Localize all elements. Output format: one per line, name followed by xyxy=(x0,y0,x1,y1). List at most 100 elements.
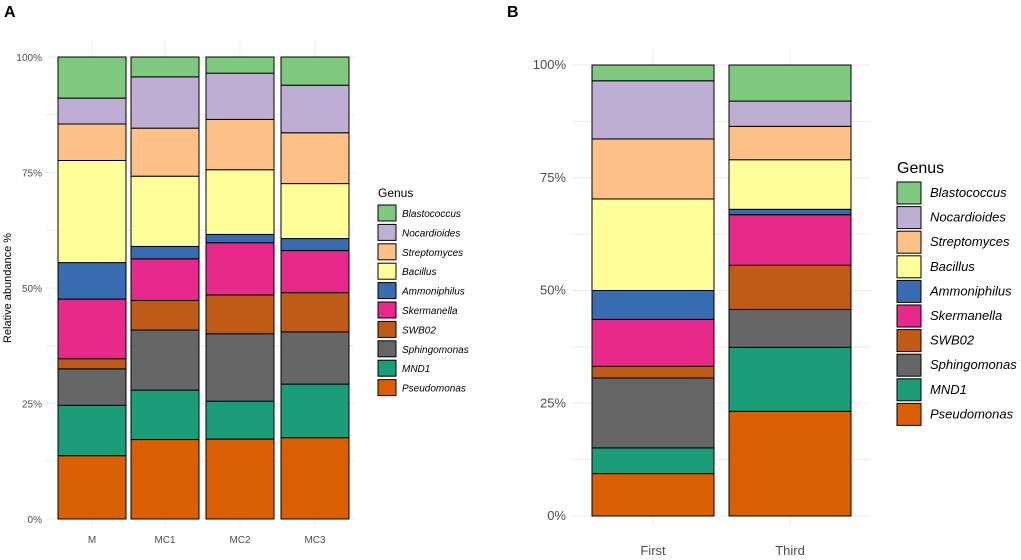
bar-segment-third-swb02 xyxy=(728,264,852,310)
legend-key-sphingomonas xyxy=(896,353,922,377)
legend-label-sphingomonas: Sphingomonas xyxy=(930,357,1017,372)
legend-key-nocardioides xyxy=(896,206,922,230)
bar-segment-mc3-nocardioides xyxy=(280,84,350,134)
bar-segment-mc1-pseudomonas xyxy=(130,439,200,520)
y-tick-label: 25% xyxy=(540,395,566,410)
bar-segment-mc1-bacillus xyxy=(130,175,200,247)
legend-key-bacillus xyxy=(377,262,397,280)
legend-key-streptomyces xyxy=(377,243,397,261)
bar-segment-mc1-swb02 xyxy=(130,299,200,331)
bar-segment-third-mnd1 xyxy=(728,346,852,412)
bar-segment-mc2-swb02 xyxy=(205,294,275,335)
bar-segment-third-streptomyces xyxy=(728,125,852,161)
bar-segment-mc3-sphingomonas xyxy=(280,331,350,385)
legend-key-mnd1 xyxy=(377,359,397,377)
bar-segment-third-ammoniphilus xyxy=(728,208,852,216)
legend-key-ammoniphilus xyxy=(377,282,397,300)
bar-segment-first-skermanella xyxy=(591,318,715,367)
bar-segment-mc1-ammoniphilus xyxy=(130,245,200,260)
legend-label-ammoniphilus: Ammoniphilus xyxy=(401,287,465,298)
y-tick-label: 50% xyxy=(540,283,566,298)
legend-label-ammoniphilus: Ammoniphilus xyxy=(929,283,1012,298)
bar-segment-m-mnd1 xyxy=(57,404,127,457)
bar-segment-first-ammoniphilus xyxy=(591,290,715,320)
legend-a: Genus Blastococcus Nocardioides Streptomyc… xyxy=(377,186,469,397)
panel-label-b: B xyxy=(507,4,519,21)
bar-segment-third-sphingomonas xyxy=(728,308,852,348)
legend-label-nocardioides: Nocardioides xyxy=(402,228,460,239)
bar-segment-first-blastococcus xyxy=(591,64,715,82)
bar-segment-third-bacillus xyxy=(728,159,852,210)
legend-label-pseudomonas: Pseudomonas xyxy=(930,406,1014,421)
bar-segment-mc1-mnd1 xyxy=(130,389,200,441)
legend-title-a: Genus xyxy=(378,186,413,200)
bar-segment-mc2-mnd1 xyxy=(205,400,275,440)
legend-label-sphingomonas: Sphingomonas xyxy=(402,345,469,356)
bar-segment-mc2-blastococcus xyxy=(205,56,275,74)
legend-label-swb02: SWB02 xyxy=(402,325,436,336)
bar-segment-mc3-skermanella xyxy=(280,250,350,294)
bar-segment-third-pseudomonas xyxy=(728,410,852,517)
bar-segment-mc1-skermanella xyxy=(130,258,200,301)
x-tick-labels-b: First Third xyxy=(640,543,804,558)
legend-label-mnd1: MND1 xyxy=(930,382,967,397)
legend-label-streptomyces: Streptomyces xyxy=(402,248,463,259)
y-tick-labels-a: 0% 25% 50% 75% 100% xyxy=(16,53,42,526)
legend-key-skermanella xyxy=(896,304,922,328)
bar-segment-first-streptomyces xyxy=(591,138,715,200)
x-tick-label-m: M xyxy=(88,535,96,546)
legend-key-pseudomonas xyxy=(896,402,922,426)
legend-key-swb02 xyxy=(896,329,922,353)
panel-label-a: A xyxy=(4,4,16,21)
bar-segment-mc2-ammoniphilus xyxy=(205,233,275,244)
legend-key-sphingomonas xyxy=(377,340,397,358)
bar-segment-third-blastococcus xyxy=(728,64,852,102)
legend-key-streptomyces xyxy=(896,230,922,254)
legend-label-nocardioides: Nocardioides xyxy=(930,210,1006,225)
bar-segment-mc3-swb02 xyxy=(280,292,350,333)
legend-key-blastococcus xyxy=(377,204,397,222)
bar-segment-mc1-sphingomonas xyxy=(130,329,200,391)
bar-segment-mc1-blastococcus xyxy=(130,56,200,78)
bar-segment-m-bacillus xyxy=(57,159,127,264)
bar-segment-m-blastococcus xyxy=(57,56,127,99)
legend-label-blastococcus: Blastococcus xyxy=(930,185,1007,200)
legend-label-streptomyces: Streptomyces xyxy=(930,234,1010,249)
bar-segment-first-nocardioides xyxy=(591,80,715,140)
legend-label-mnd1: MND1 xyxy=(402,364,430,375)
bar-segment-mc3-pseudomonas xyxy=(280,437,350,520)
legend-label-blastococcus: Blastococcus xyxy=(402,209,461,220)
bar-segment-mc2-pseudomonas xyxy=(205,438,275,520)
bar-segment-mc3-blastococcus xyxy=(280,56,350,86)
x-tick-label-mc3: MC3 xyxy=(304,535,326,546)
legend-key-nocardioides xyxy=(377,223,397,241)
bar-segment-third-nocardioides xyxy=(728,100,852,127)
bar-segment-mc2-streptomyces xyxy=(205,118,275,171)
x-tick-label-mc1: MC1 xyxy=(154,535,176,546)
x-tick-labels-a: M MC1 MC2 MC3 xyxy=(88,535,326,546)
legend-label-skermanella: Skermanella xyxy=(402,306,458,317)
legend-label-pseudomonas: Pseudomonas xyxy=(402,384,466,395)
bar-segment-mc1-streptomyces xyxy=(130,127,200,177)
bar-segment-mc2-nocardioides xyxy=(205,72,275,120)
bar-segment-first-bacillus xyxy=(591,198,715,292)
bar-segment-mc3-ammoniphilus xyxy=(280,238,350,252)
bar-segment-first-mnd1 xyxy=(591,447,715,475)
legend-label-bacillus: Bacillus xyxy=(402,267,436,278)
bar-segment-first-sphingomonas xyxy=(591,377,715,449)
legend-label-swb02: SWB02 xyxy=(930,333,975,348)
x-tick-label-mc2: MC2 xyxy=(229,535,251,546)
bar-segment-m-streptomyces xyxy=(57,123,127,161)
bar-segment-m-nocardioides xyxy=(57,97,127,125)
bar-segment-mc3-mnd1 xyxy=(280,383,350,439)
x-tick-label-third: Third xyxy=(775,543,805,558)
bar-segment-m-skermanella xyxy=(57,298,127,360)
bar-segment-mc3-bacillus xyxy=(280,183,350,240)
bar-segment-m-swb02 xyxy=(57,358,127,370)
legend-key-pseudomonas xyxy=(377,379,397,397)
bar-segment-mc2-skermanella xyxy=(205,242,275,296)
y-axis-title-a: Relative abundance % xyxy=(2,233,14,343)
legend-label-bacillus: Bacillus xyxy=(930,259,975,274)
chart-panel-a: 0% 25% 50% 75% 100% M MC1 MC2 MC3 Relative abun… xyxy=(2,39,469,546)
